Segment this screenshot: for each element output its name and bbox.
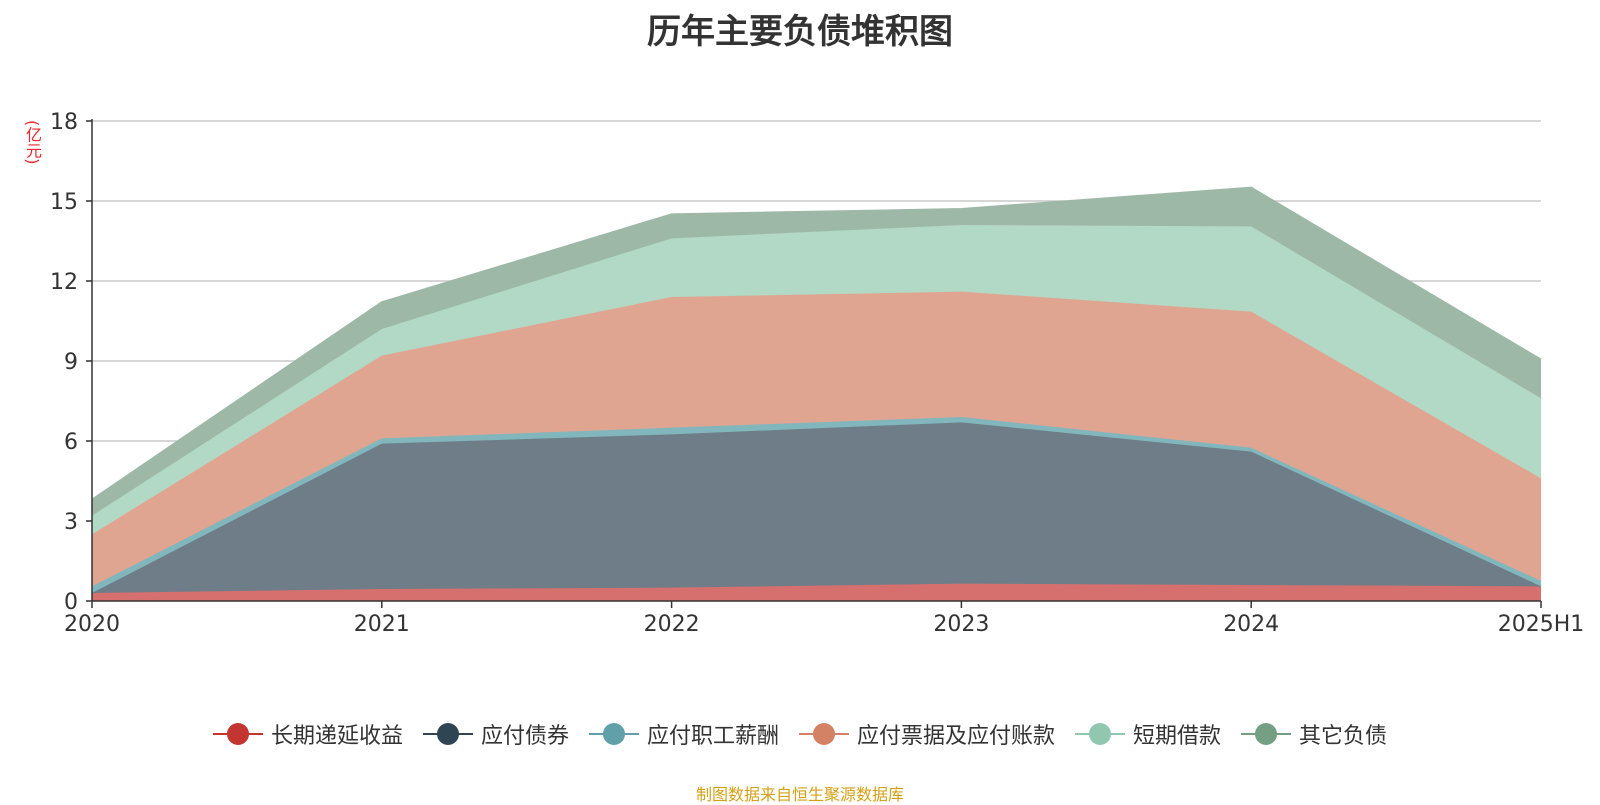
area-series-1: [92, 422, 1541, 593]
legend-label: 长期递延收益: [270, 724, 403, 749]
legend-item-5[interactable]: 其它负债: [1241, 718, 1387, 750]
y-tick-label: 18: [50, 110, 78, 135]
legend-marker: [212, 722, 263, 746]
area-series-3: [92, 291, 1541, 587]
legend-label: 应付债券: [480, 724, 569, 749]
legend-marker: [422, 722, 473, 746]
area-series-4: [92, 225, 1541, 535]
x-tick-label: 2023: [933, 612, 989, 637]
data-source-note: 制图数据来自恒生聚源数据库: [695, 785, 904, 804]
x-tick-label: 2025H1: [1498, 612, 1585, 637]
chart-title: 历年主要负债堆积图: [647, 12, 953, 52]
legend-label: 其它负债: [1299, 724, 1388, 749]
y-tick-label: 3: [64, 510, 78, 535]
legend-item-2[interactable]: 应付职工薪酬: [588, 718, 779, 750]
y-tick-label: 12: [50, 270, 78, 295]
series-line-3: [91, 290, 1542, 536]
y-axis-unit-label: (亿元): [23, 120, 42, 165]
y-tick-label: 6: [64, 430, 78, 455]
legend-marker: [799, 722, 849, 746]
legend-item-1[interactable]: 应付债券: [422, 718, 569, 750]
legend: 长期递延收益 应付债券 应付职工薪酬 应付票据及应付账款 短期借款 其它负债: [0, 718, 1600, 750]
x-tick-label: 2022: [644, 612, 700, 637]
series-line-5: [91, 186, 1542, 501]
x-tick-label: 2024: [1223, 612, 1279, 637]
y-tick-label: 9: [64, 350, 78, 375]
x-tick-label: 2021: [354, 612, 410, 637]
axes: 0 3 6 9 12 15 18 2020 2021 2022 2023 2024 2025H1: [50, 110, 1584, 637]
area-series: [91, 186, 1542, 601]
y-tick-label: 15: [50, 190, 78, 215]
legend-label: 短期借款: [1133, 724, 1222, 749]
legend-marker: [1075, 722, 1126, 746]
legend-item-0[interactable]: 长期递延收益: [212, 718, 403, 750]
legend-label: 应付票据及应付账款: [857, 724, 1056, 749]
legend-item-4[interactable]: 短期借款: [1075, 718, 1221, 750]
legend-label: 应付职工薪酬: [646, 724, 779, 749]
legend-marker: [588, 722, 639, 746]
legend-item-3[interactable]: 应付票据及应付账款: [799, 718, 1055, 750]
area-series-0: [92, 583, 1541, 601]
stacked-area-chart: 0 3 6 9 12 15 18 2020 2021 2022 2023 2024 2025H1: [50, 110, 1584, 637]
y-tick-label: 0: [64, 590, 78, 615]
legend-marker: [1241, 722, 1292, 746]
x-tick-label: 2020: [64, 612, 120, 637]
